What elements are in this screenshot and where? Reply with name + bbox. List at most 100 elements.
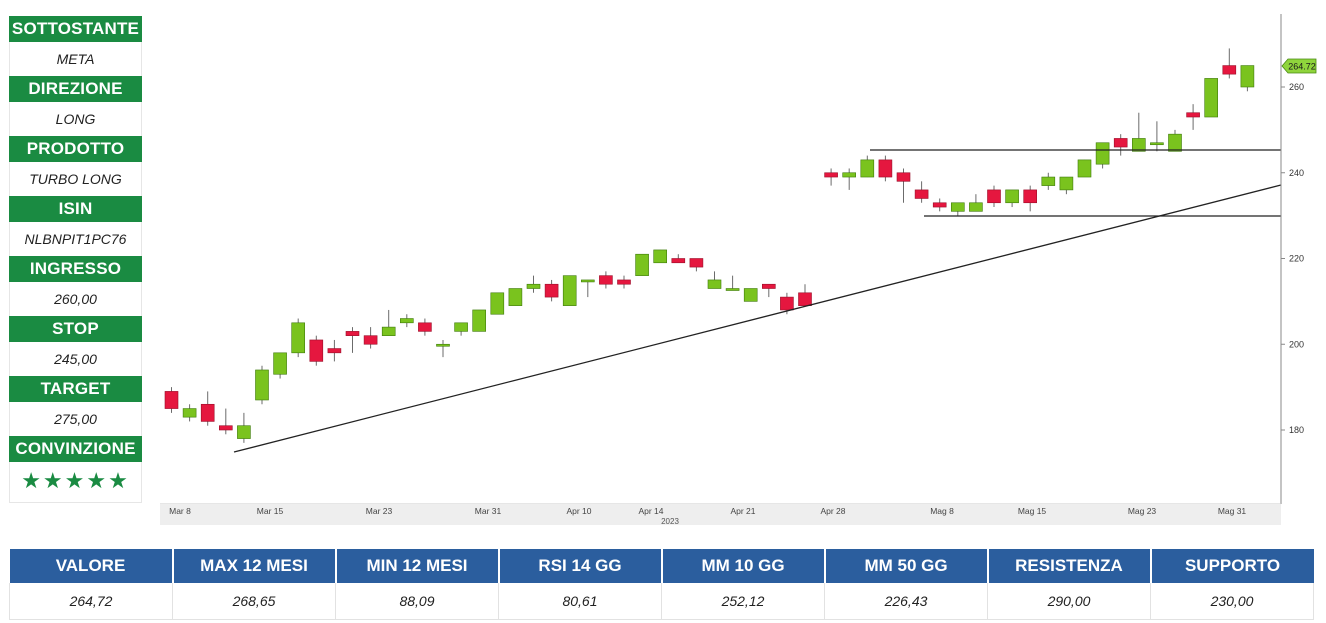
support-trendline: [233, 184, 1282, 453]
candle-up: [969, 202, 983, 212]
candle-up: [842, 172, 857, 178]
candle-up: [1240, 65, 1255, 88]
candle-down: [780, 296, 794, 311]
x-tick-label: Mag 8: [930, 506, 954, 516]
candles-layer: [164, 48, 1255, 443]
last-price-tag: 264.72: [1281, 58, 1317, 74]
x-tick-label: Mag 31: [1218, 506, 1247, 516]
candle-up: [725, 288, 740, 291]
candle-down: [327, 348, 342, 354]
candle-up: [1059, 176, 1074, 191]
candle-up: [508, 288, 523, 306]
candle-up: [1131, 138, 1146, 152]
candle-up: [182, 408, 197, 418]
x-tick-label: Apr 28: [820, 506, 845, 516]
last-price-label: 264.72: [1288, 62, 1316, 72]
candle-up: [1150, 142, 1164, 146]
candle-up: [562, 275, 577, 306]
trendlines-layer: [233, 149, 1282, 453]
x-tick-label: Mag 23: [1128, 506, 1157, 516]
year-label: 2023: [661, 517, 679, 525]
conviction-stars-icon: ★★★★★: [9, 462, 142, 503]
candle-down: [914, 189, 929, 199]
candle-up: [1095, 142, 1110, 165]
y-tick-label: 200: [1289, 339, 1304, 349]
last-price-tag-shape: [1281, 58, 1317, 74]
candle-down: [1113, 138, 1128, 148]
y-axis-ticks: 180 200 220 240 260: [1281, 82, 1304, 435]
candle-up: [707, 279, 722, 289]
direction-header: DIREZIONE: [9, 76, 142, 102]
target-header: TARGET: [9, 376, 142, 402]
candle-up: [400, 318, 414, 324]
product-value: TURBO LONG: [9, 162, 142, 196]
stats-header-row: VALORE MAX 12 MESI MIN 12 MESI RSI 14 GG…: [9, 549, 1314, 583]
candle-up: [635, 253, 649, 276]
candle-up: [1168, 133, 1182, 152]
x-tick-label: Apr 10: [566, 506, 591, 516]
header-supporto: SUPPORTO: [1150, 549, 1314, 583]
candle-down: [164, 391, 179, 409]
candle-down: [544, 283, 559, 298]
candle-down: [200, 403, 215, 422]
entry-header: INGRESSO: [9, 256, 142, 282]
candle-up: [490, 292, 505, 315]
header-rsi: RSI 14 GG: [498, 549, 663, 583]
candle-down: [345, 331, 360, 336]
value-rsi: 80,61: [498, 583, 662, 620]
candle-down: [761, 283, 776, 289]
stop-value: 245,00: [9, 342, 142, 376]
value-resistenza: 290,00: [987, 583, 1151, 620]
x-tick-label: Apr 14: [638, 506, 663, 516]
candle-down: [689, 258, 704, 268]
x-tick-label: Mar 8: [169, 506, 191, 516]
header-valore: VALORE: [9, 549, 174, 583]
candle-up: [653, 249, 668, 264]
candle-down: [363, 335, 378, 345]
candle-up: [743, 288, 758, 302]
stats-table: VALORE MAX 12 MESI MIN 12 MESI RSI 14 GG…: [9, 549, 1314, 620]
x-tick-label: Apr 21: [730, 506, 755, 516]
target-value: 275,00: [9, 402, 142, 436]
candle-up: [436, 343, 450, 347]
candle-up: [1204, 78, 1218, 118]
candle-down: [1023, 189, 1038, 204]
candle-down: [418, 322, 432, 332]
x-axis-band: [160, 504, 1281, 525]
candle-up: [950, 202, 965, 212]
candle-down: [878, 159, 893, 178]
candle-down: [309, 339, 324, 362]
price-chart: 180 200 220 240 260 Mar 8 Mar 15 Mar 23 Mar 31 A…: [160, 14, 1317, 525]
x-tick-label: Mar 15: [257, 506, 284, 516]
value-mm10: 252,12: [661, 583, 825, 620]
stop-header: STOP: [9, 316, 142, 342]
candle-up: [381, 326, 396, 336]
header-min-12: MIN 12 MESI: [335, 549, 500, 583]
candle-down: [599, 275, 613, 285]
underlying-value: META: [9, 42, 142, 76]
candle-up: [1041, 176, 1056, 186]
entry-value: 260,00: [9, 282, 142, 316]
x-tick-label: Mag 15: [1018, 506, 1047, 516]
candle-down: [896, 172, 911, 182]
direction-value: LONG: [9, 102, 142, 136]
x-axis-ticks: Mar 8 Mar 15 Mar 23 Mar 31 Apr 10 Apr 14 Apr 2…: [169, 506, 1246, 516]
candle-down: [932, 202, 947, 208]
conviction-header: CONVINZIONE: [9, 436, 142, 462]
candle-up: [237, 425, 251, 439]
underlying-header: SOTTOSTANTE: [9, 16, 142, 42]
candle-up: [255, 369, 269, 401]
candle-up: [526, 283, 541, 289]
value-min-12: 88,09: [335, 583, 499, 620]
y-tick-label: 220: [1289, 254, 1304, 264]
header-max-12: MAX 12 MESI: [172, 549, 337, 583]
header-mm10: MM 10 GG: [661, 549, 826, 583]
value-max-12: 268,65: [172, 583, 336, 620]
candle-down: [798, 292, 812, 306]
candle-up: [472, 309, 487, 332]
isin-value: NLBNPIT1PC76: [9, 222, 142, 256]
x-tick-label: Mar 23: [366, 506, 393, 516]
value-supporto: 230,00: [1150, 583, 1314, 620]
candle-down: [218, 425, 233, 431]
candle-up: [1077, 159, 1092, 178]
